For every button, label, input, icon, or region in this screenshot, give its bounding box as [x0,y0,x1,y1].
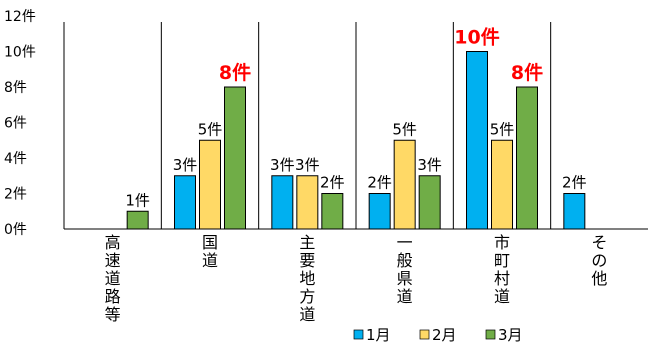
y-tick-label: 0件 [4,222,27,238]
data-label: 8件 [511,61,543,84]
bar [393,139,416,230]
bar [368,193,391,230]
category-separators [160,22,552,229]
data-label: 2件 [562,174,587,192]
category-labels: 高速道路等 国道 主要地方道 一般県道 市町村道 その他 [105,233,608,324]
bar [563,193,586,230]
y-tick-label: 10件 [4,45,36,61]
y-tick-label: 4件 [4,151,27,167]
data-label: 3件 [295,156,320,174]
legend-swatch [353,329,364,340]
data-label: 3件 [173,156,198,174]
y-tick-label: 12件 [4,9,36,25]
data-label: 2件 [320,174,345,192]
data-label: 5件 [198,120,223,138]
data-label: 10件 [454,26,499,49]
category-label: その他 [591,233,607,288]
legend-swatch [485,329,496,340]
y-tick-label: 6件 [4,116,27,132]
category-label: 主要地方道 [299,233,315,324]
bar [418,175,441,230]
bar [126,210,149,230]
bar [296,175,319,230]
data-label: 5件 [490,120,515,138]
data-label: 3件 [417,156,442,174]
bar [199,139,221,230]
category-label: 市町村道 [494,233,510,306]
data-label: 8件 [219,61,251,84]
bars [126,51,586,230]
data-label: 5件 [392,120,417,138]
bar [224,86,246,230]
bar [516,86,538,230]
legend-label: 3月 [498,326,523,344]
y-tick-label: 8件 [4,80,27,96]
y-tick-label: 2件 [4,187,27,203]
bar [491,139,513,230]
data-label: 2件 [367,174,392,192]
bar [174,175,196,230]
legend-label: 1月 [366,326,391,344]
y-axis-ticks: 0件 2件 4件 6件 8件 10件 12件 [4,9,36,238]
data-label: 1件 [125,191,150,209]
category-label: 国道 [202,233,218,270]
category-label: 一般県道 [397,233,413,306]
bar [466,51,488,230]
legend-label: 2月 [432,326,457,344]
category-label: 高速道路等 [105,233,121,324]
legend: 1月 2月 3月 [353,326,523,344]
data-label: 3件 [270,156,295,174]
bar [271,175,294,230]
bar [321,193,344,230]
legend-swatch [419,329,430,340]
